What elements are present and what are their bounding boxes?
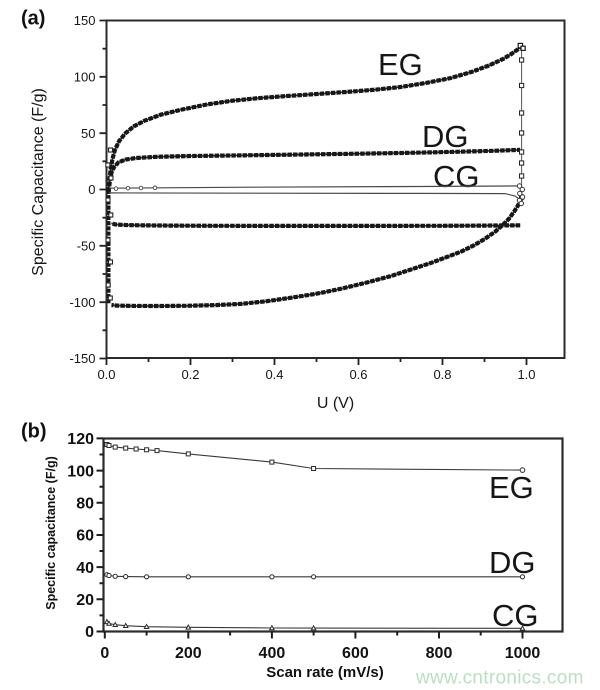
svg-text:U (V): U (V) [317,395,354,412]
svg-text:Specific Capacitance (F/g): Specific Capacitance (F/g) [30,88,47,276]
svg-text:CG: CG [433,159,480,194]
svg-text:0: 0 [85,624,94,641]
svg-text:0: 0 [100,645,109,662]
svg-text:CG: CG [492,598,539,633]
svg-text:40: 40 [76,560,94,577]
svg-text:(a): (a) [21,8,45,30]
svg-text:0: 0 [88,182,95,197]
svg-text:400: 400 [259,645,286,662]
svg-text:150: 150 [74,13,96,28]
svg-text:800: 800 [426,645,453,662]
svg-text:200: 200 [175,645,202,662]
svg-text:EG: EG [378,47,423,82]
svg-text:100: 100 [74,69,96,84]
svg-text:Specific capacitance (F/g): Specific capacitance (F/g) [44,456,58,610]
svg-text:EG: EG [489,470,534,505]
svg-text:-100: -100 [69,295,95,310]
svg-text:0.0: 0.0 [97,367,115,382]
svg-text:Scan rate (mV/s): Scan rate (mV/s) [266,664,384,681]
svg-text:0.6: 0.6 [349,367,367,382]
svg-text:100: 100 [67,463,94,480]
svg-text:50: 50 [81,126,95,141]
svg-text:0.8: 0.8 [433,367,451,382]
svg-text:0.2: 0.2 [181,367,199,382]
svg-text:0.4: 0.4 [265,367,283,382]
svg-text:(b): (b) [21,421,47,443]
svg-text:600: 600 [342,645,369,662]
svg-text:20: 20 [76,592,94,609]
svg-text:60: 60 [76,528,94,545]
svg-text:www.cntronics.com: www.cntronics.com [415,668,584,689]
svg-text:1.0: 1.0 [517,367,535,382]
svg-text:120: 120 [67,431,94,448]
svg-text:-150: -150 [69,351,95,366]
svg-text:1000: 1000 [505,645,541,662]
svg-text:-50: -50 [77,238,96,253]
svg-text:DG: DG [422,119,469,154]
svg-text:DG: DG [489,545,536,580]
svg-text:80: 80 [76,496,94,513]
